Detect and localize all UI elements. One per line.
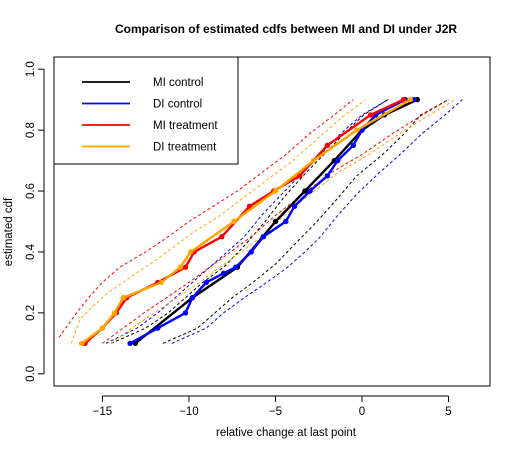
data-point-3-7 — [231, 218, 237, 225]
y-tick-label: 0.6 — [25, 183, 37, 199]
data-point-3-11 — [407, 96, 414, 103]
y-tick-label: 1.0 — [25, 61, 37, 77]
y-axis-label: estimated cdf — [3, 197, 15, 266]
data-point-3-8 — [272, 188, 279, 194]
x-axis: −15 −10 −5 0 5 — [93, 395, 452, 418]
data-point-3-5 — [177, 264, 183, 270]
bound-line-5 — [162, 99, 449, 344]
plot-frame — [53, 56, 491, 387]
data-point-1-9 — [283, 218, 289, 225]
y-tick-label: 0.0 — [25, 366, 37, 382]
data-point-1-11 — [307, 188, 313, 194]
data-point-3-6 — [188, 249, 194, 255]
series-layer — [58, 96, 463, 347]
data-point-1-14 — [350, 142, 356, 148]
data-point-3-10 — [354, 127, 360, 133]
data-point-0-4 — [302, 188, 308, 194]
data-point-3-2 — [111, 310, 118, 316]
data-point-1-6 — [233, 264, 239, 270]
x-tick-label: −5 — [269, 406, 282, 418]
data-point-3-9 — [310, 157, 317, 164]
data-point-1-7 — [248, 249, 254, 255]
series-line-3 — [80, 98, 411, 345]
x-tick-label: −15 — [93, 406, 113, 418]
x-tick-label: 0 — [359, 406, 365, 418]
data-point-2-7 — [219, 234, 225, 240]
data-point-1-10 — [291, 203, 298, 209]
legend-label: DI control — [153, 99, 202, 111]
bound-line-6 — [105, 99, 389, 344]
legend-label: MI control — [153, 77, 204, 89]
data-point-2-11 — [324, 142, 331, 148]
data-point-1-0 — [127, 340, 133, 347]
legend-label: MI treatment — [153, 120, 218, 132]
legend-label: DI treatment — [153, 142, 217, 154]
x-tick-label: −10 — [179, 406, 199, 418]
bound-line-8 — [58, 99, 354, 338]
bound-line-11 — [110, 99, 456, 344]
data-point-1-12 — [324, 173, 331, 179]
data-point-1-13 — [335, 157, 341, 164]
y-tick-label: 0.4 — [25, 243, 37, 260]
data-point-1-5 — [220, 270, 227, 276]
data-point-3-1 — [99, 325, 106, 331]
chart-title: Comparison of estimated cdfs between MI … — [115, 22, 457, 36]
data-point-1-3 — [189, 295, 196, 301]
bound-line-9 — [102, 99, 449, 344]
data-point-2-12 — [367, 112, 374, 118]
data-point-3-4 — [158, 279, 164, 286]
y-tick-label: 0.8 — [25, 122, 37, 138]
data-point-1-8 — [260, 234, 266, 240]
x-tick-label: 5 — [445, 406, 451, 418]
bound-line-10 — [70, 99, 366, 344]
data-point-1-4 — [203, 279, 209, 286]
data-point-1-1 — [155, 325, 161, 331]
y-tick-label: 0.2 — [25, 305, 37, 321]
y-axis: 0.0 0.2 0.4 0.6 0.8 1.0 — [25, 61, 45, 382]
data-point-3-0 — [79, 340, 85, 347]
data-point-1-2 — [182, 310, 189, 316]
bound-line-7 — [171, 99, 463, 344]
data-point-2-13 — [400, 96, 407, 103]
data-point-2-5 — [182, 264, 189, 270]
data-point-2-10 — [297, 173, 303, 179]
data-point-3-3 — [120, 295, 126, 301]
x-axis-label: relative change at last point — [216, 427, 357, 439]
data-point-0-3 — [272, 218, 279, 225]
series-line-2 — [84, 98, 405, 345]
legend: MI control DI control MI treatment DI treat… — [53, 56, 239, 165]
